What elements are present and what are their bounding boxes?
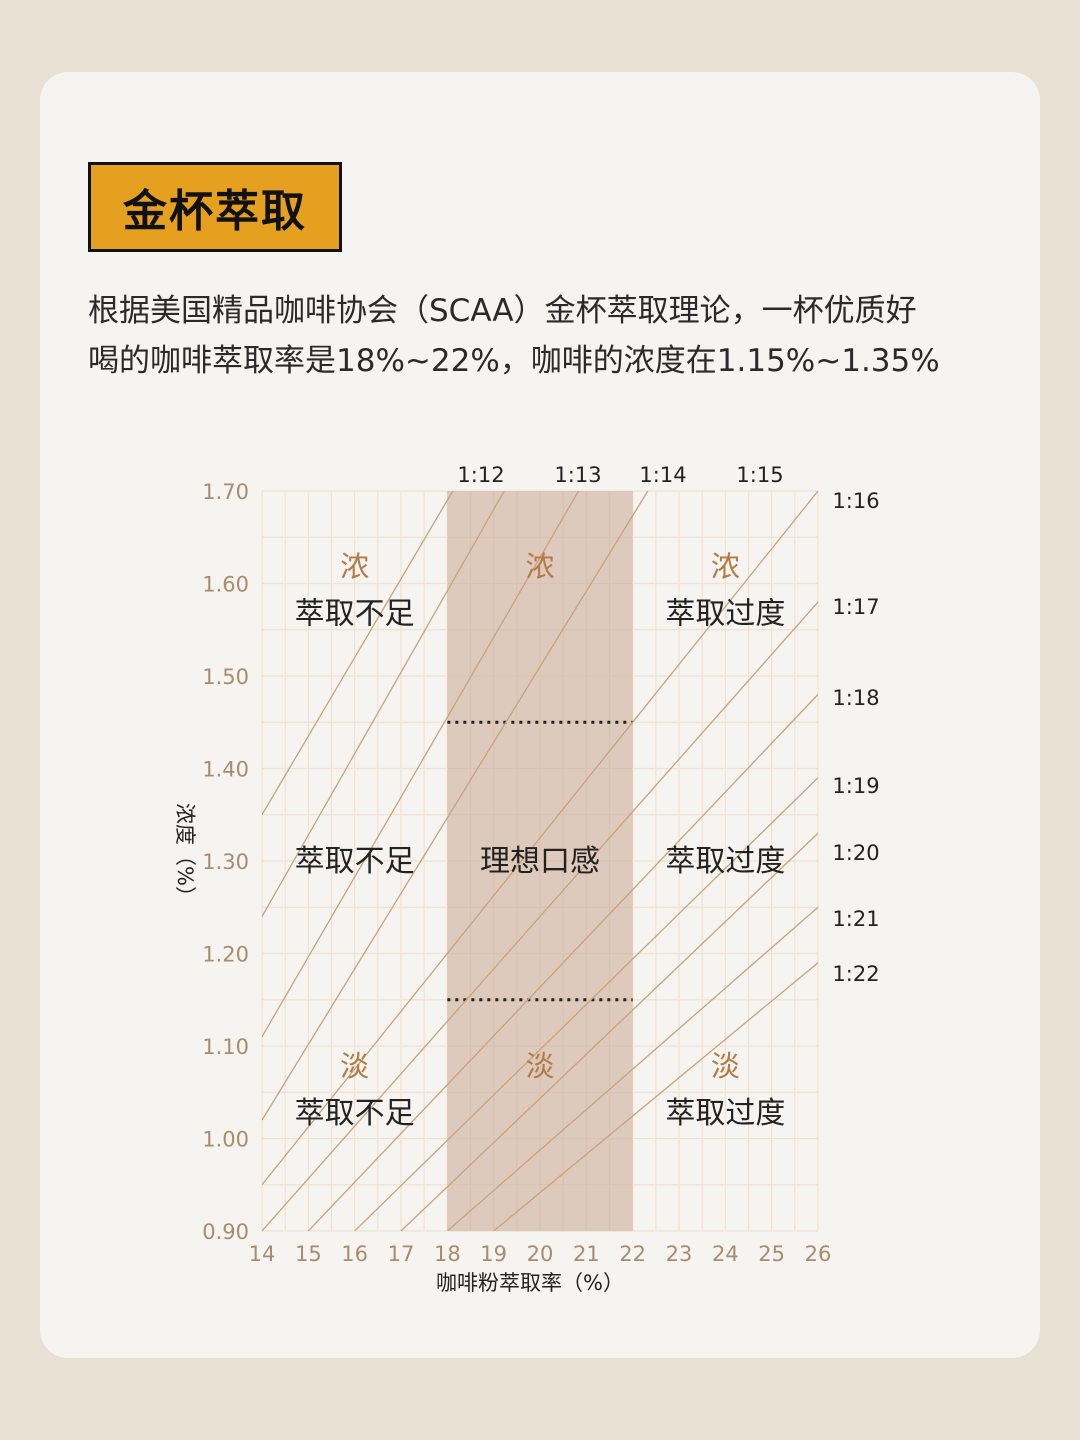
ratio-label: 1:22	[832, 962, 879, 986]
ratio-line-1-14	[262, 491, 580, 1038]
intro-line-2: 喝的咖啡萃取率是18%~22%，咖啡的浓度在1.15%~1.35%	[88, 343, 940, 379]
region-label: 萃取过度	[665, 844, 785, 879]
ratio-lines	[262, 491, 818, 1231]
x-tick-label: 19	[480, 1242, 507, 1266]
x-tick-label: 20	[527, 1242, 554, 1266]
ratio-label: 1:12	[457, 463, 504, 487]
x-axis-ticks: 14 15 16 17 18 19 20 21 22 23 24 25 26	[249, 1242, 832, 1266]
ratio-label: 1:18	[832, 686, 879, 710]
x-tick-label: 22	[619, 1242, 646, 1266]
x-axis-label: 咖啡粉萃取率（%）	[436, 1271, 624, 1295]
region-strength-word: 淡	[525, 1049, 554, 1083]
x-tick-label: 23	[666, 1242, 693, 1266]
x-tick-label: 15	[295, 1242, 322, 1266]
x-tick-label: 26	[805, 1242, 832, 1266]
ratio-line-1-18	[307, 694, 818, 1231]
region-strength-word: 浓	[525, 549, 554, 583]
y-tick-label: 1.60	[202, 573, 249, 597]
y-tick-label: 1.50	[202, 665, 249, 689]
ratio-labels: 1:12 1:13 1:14 1:15 1:16 1:17 1:18 1:19 1:20 1:21…	[457, 463, 879, 986]
y-tick-label: 0.90	[202, 1220, 249, 1244]
ratio-label: 1:21	[832, 907, 879, 931]
ratio-label: 1:15	[736, 463, 783, 487]
ratio-line-1-19	[354, 777, 818, 1231]
intro-text: 根据美国精品咖啡协会（SCAA）金杯萃取理论，一杯优质好 喝的咖啡萃取率是18%…	[88, 286, 1018, 386]
y-tick-label: 1.30	[202, 850, 249, 874]
ratio-line-1-13	[262, 491, 505, 917]
ratio-label: 1:20	[832, 841, 879, 865]
ratio-label: 1:19	[832, 774, 879, 798]
x-tick-label: 14	[249, 1242, 276, 1266]
region-strength-word: 浓	[711, 549, 740, 583]
y-axis-label: 浓度（%）	[173, 803, 197, 907]
region-label: 萃取过度	[665, 1096, 785, 1131]
region-strength-word: 浓	[340, 549, 369, 583]
x-tick-label: 24	[712, 1242, 739, 1266]
ratio-label: 1:13	[554, 463, 601, 487]
page-title: 金杯萃取	[88, 162, 342, 252]
region-label: 萃取不足	[295, 596, 415, 631]
region-strength-word: 淡	[340, 1049, 369, 1083]
ratio-line-1-17	[262, 601, 818, 1231]
ratio-line-1-22	[493, 962, 818, 1231]
ratio-line-1-21	[446, 906, 818, 1231]
ratio-line-1-16	[262, 491, 818, 1186]
y-tick-label: 1.10	[202, 1035, 249, 1059]
y-tick-label: 1.40	[202, 758, 249, 782]
region-label: 萃取不足	[295, 844, 415, 879]
x-tick-label: 18	[434, 1242, 461, 1266]
y-axis-ticks: 0.90 1.00 1.10 1.20 1.30 1.40 1.50 1.60 1.70	[202, 480, 249, 1244]
x-tick-label: 17	[388, 1242, 415, 1266]
region-strength-word: 淡	[711, 1049, 740, 1083]
ideal-zone-band	[447, 491, 633, 1231]
y-tick-label: 1.70	[202, 480, 249, 504]
x-tick-label: 16	[341, 1242, 368, 1266]
ratio-line-1-20	[400, 832, 818, 1231]
ratio-label: 1:14	[639, 463, 686, 487]
intro-line-1: 根据美国精品咖啡协会（SCAA）金杯萃取理论，一杯优质好	[88, 293, 917, 329]
ratio-label: 1:16	[832, 489, 879, 513]
ratio-line-1-12	[262, 491, 454, 816]
x-tick-label: 21	[573, 1242, 600, 1266]
x-tick-label: 25	[758, 1242, 785, 1266]
y-tick-label: 1.20	[202, 943, 249, 967]
ratio-label: 1:17	[832, 595, 879, 619]
region-label: 理想口感	[480, 844, 600, 879]
ideal-zone-rect	[447, 491, 633, 1231]
region-label: 萃取过度	[665, 596, 785, 631]
ratio-line-1-15	[262, 491, 649, 1121]
y-tick-label: 1.00	[202, 1128, 249, 1152]
region-label: 萃取不足	[295, 1096, 415, 1131]
